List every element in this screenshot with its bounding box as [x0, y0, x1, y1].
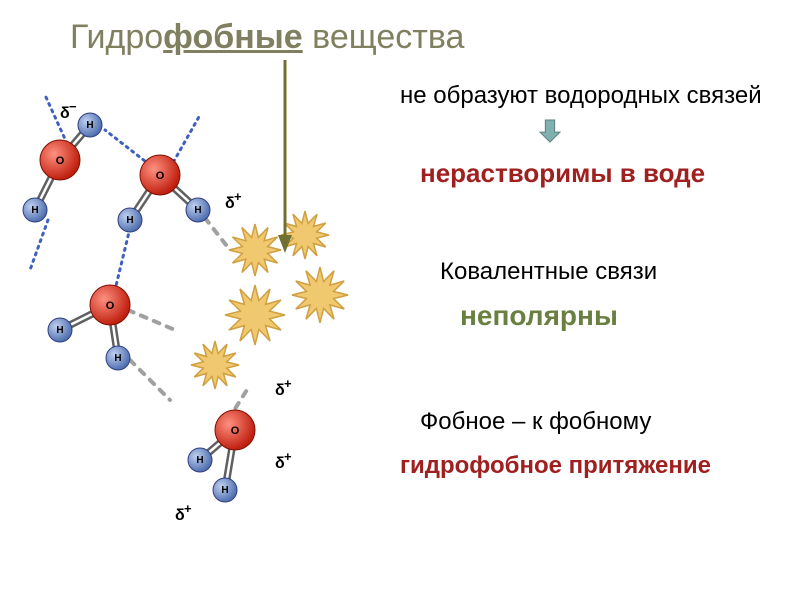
svg-text:H: H — [114, 353, 121, 364]
svg-text:H: H — [221, 485, 228, 496]
svg-text:δ: δ — [275, 455, 285, 472]
svg-text:H: H — [86, 120, 93, 131]
atoms: O H H O H H O H H O H H — [23, 113, 255, 502]
svg-text:+: + — [234, 189, 242, 204]
page-title: Гидрофобные вещества — [70, 18, 464, 57]
svg-text:δ: δ — [225, 195, 235, 212]
svg-text:H: H — [56, 325, 63, 336]
covalent-bonds — [33, 123, 238, 490]
hydrophobic-cluster — [191, 211, 348, 389]
svg-text:H: H — [194, 205, 201, 216]
svg-text:O: O — [56, 155, 65, 167]
title-prefix: Гидро — [70, 18, 163, 56]
text-covalent: Ковалентные связи — [440, 258, 657, 286]
svg-text:+: + — [184, 501, 192, 516]
svg-text:+: + — [284, 376, 292, 391]
text-insoluble: нерастворимы в воде — [420, 158, 705, 189]
svg-text:O: O — [231, 425, 240, 437]
svg-text:H: H — [31, 205, 38, 216]
delta-labels: δ−δ+δ+δ+δ+ — [60, 99, 292, 524]
svg-text:δ: δ — [60, 105, 70, 122]
hydrogen-bonds — [30, 95, 200, 290]
svg-text:H: H — [126, 215, 133, 226]
svg-text:+: + — [284, 449, 292, 464]
svg-text:−: − — [69, 99, 77, 114]
cavity-dashes — [128, 218, 250, 420]
text-nonpolar: неполярны — [460, 300, 618, 332]
text-hydrophobic-attraction: гидрофобное притяжение — [400, 452, 711, 480]
svg-text:O: O — [156, 170, 165, 182]
text-phobic-to-phobic: Фобное – к фобному — [420, 408, 651, 436]
title-emph: фобные — [163, 18, 303, 56]
svg-text:δ: δ — [275, 382, 285, 399]
title-suffix: вещества — [303, 18, 465, 56]
text-no-hbonds: не образуют водородных связей — [400, 82, 762, 110]
svg-text:O: O — [106, 300, 115, 312]
svg-text:H: H — [196, 455, 203, 466]
svg-text:δ: δ — [175, 507, 185, 524]
